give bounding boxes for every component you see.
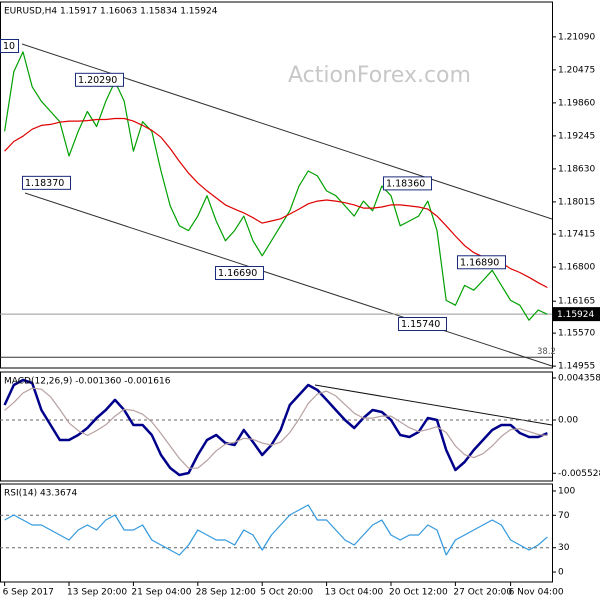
series-line [3,378,548,477]
x-tick-label: 27 Oct 20:00 [453,588,512,598]
panel-frame [0,483,553,583]
x-tick-label: 6 Sep 2017 [3,588,54,598]
y-tick-label: 0.00 [558,415,578,425]
y-tick-label: 1.20475 [558,65,595,75]
annotation-box [457,255,506,270]
last-price-label: 1.15924 [557,310,594,320]
x-tick-label: 6 Nov 04:00 [509,588,564,598]
y-tick-label: 1.15570 [558,329,595,339]
y-tick-label: 1.19860 [558,98,595,108]
y-tick-label: 100 [558,486,575,496]
annotation-box [215,266,264,281]
x-tick-label: 13 Oct 04:00 [325,588,384,598]
panel-frame [0,371,553,482]
annotation-label: 10 [3,41,15,52]
y-tick-label: -0.005528 [558,469,600,479]
y-tick-label: 1.19245 [558,131,595,141]
y-tick-label: 1.18630 [558,164,595,174]
last-price-box [552,307,600,322]
annotation-label: 1.16690 [218,268,257,279]
x-tick-label: 21 Sep 04:00 [131,588,191,598]
series-line [4,51,548,321]
annotation-box [22,175,71,190]
y-tick-label: 0.004358 [558,373,600,383]
fib-label: 38.2 [537,347,556,357]
y-tick-label: 30 [558,543,570,553]
annotation-label: 1.15740 [401,319,440,330]
y-tick-label: 70 [558,511,570,521]
annotation-box [398,316,447,331]
annotation-label: 1.16890 [460,257,499,268]
x-tick-label: 5 Oct 20:00 [260,588,313,598]
series-line [4,387,548,469]
y-tick-label: 1.21090 [558,32,595,42]
panel-title: EURUSD,H4 1.15917 1.16063 1.15834 1.1592… [4,7,218,17]
y-tick-label: 1.16800 [558,263,595,273]
y-tick-label: 1.14955 [558,362,595,372]
x-tick-label: 28 Sep 12:00 [196,588,256,598]
annotation-box [75,72,124,87]
x-tick-label: 20 Oct 12:00 [389,588,448,598]
x-tick-label: 13 Sep 20:00 [67,588,127,598]
y-tick-label: 1.17415 [558,230,595,240]
panel-title: MACD(12,26,9) -0.001360 -0.001616 [4,377,171,387]
annotation-box [0,39,19,53]
annotation-label: 1.18370 [25,178,64,189]
y-tick-label: 0 [558,568,564,578]
annotation-box [383,176,432,191]
macd-trendline [314,384,553,426]
series-line [4,117,548,289]
annotation-label: 1.18360 [386,178,425,189]
channel-lower [24,192,553,367]
series-line [4,504,548,556]
panel-title: RSI(14) 43.3674 [4,489,77,499]
y-tick-label: 1.16165 [558,297,595,307]
annotation-label: 1.20290 [78,75,117,86]
panel-frame [0,1,553,369]
watermark: ActionForex.com [288,63,471,88]
y-tick-label: 1.18015 [558,197,595,207]
